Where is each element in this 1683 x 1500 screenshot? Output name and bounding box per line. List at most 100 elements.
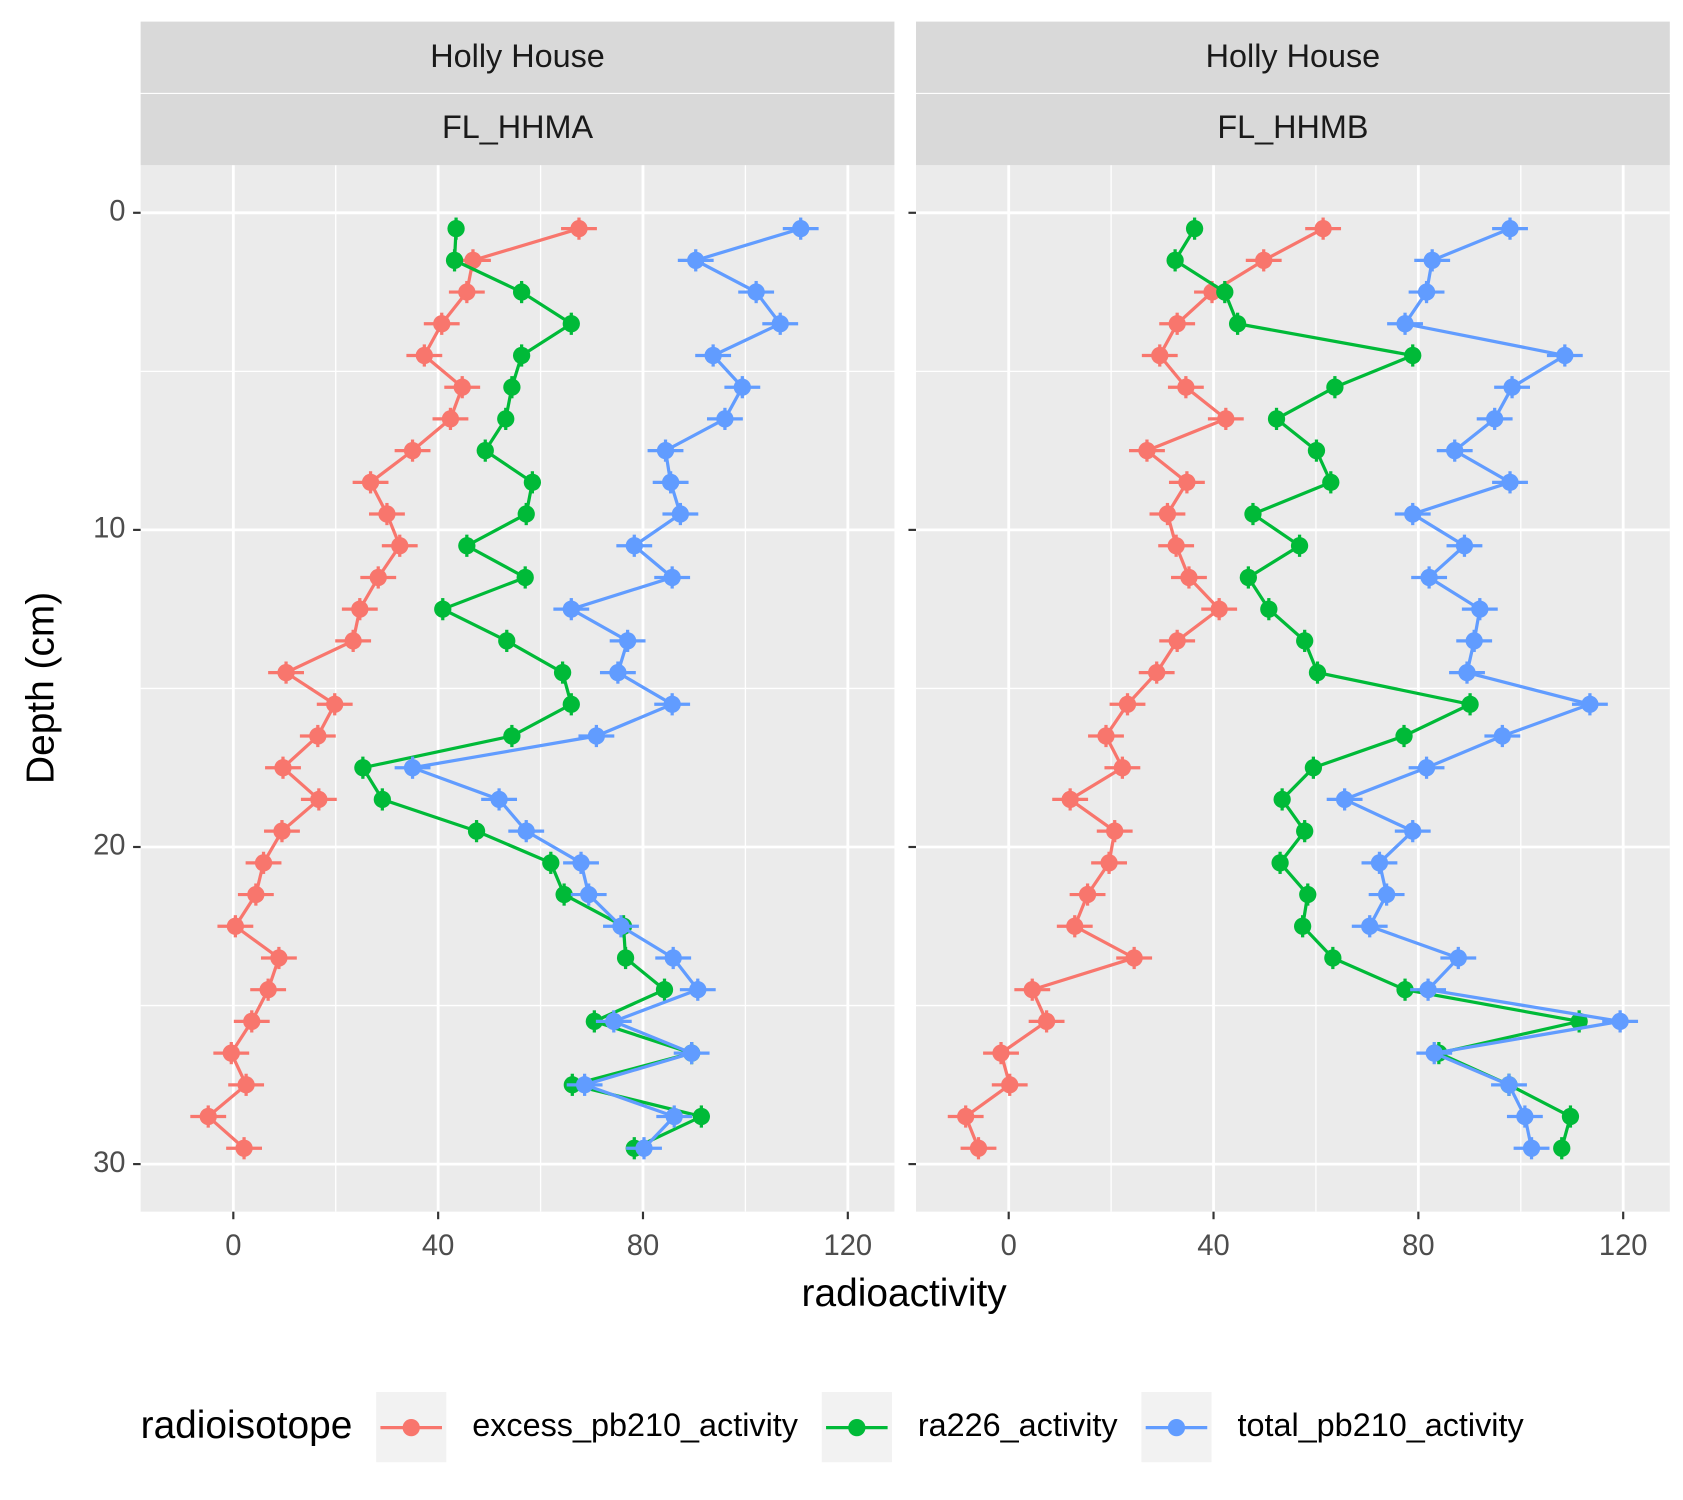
point [1166,251,1184,269]
point [689,981,707,999]
point [1420,568,1438,587]
point [1322,473,1340,491]
point [612,917,630,935]
point [445,251,464,269]
legend-key-point [1167,1419,1186,1437]
point [1228,315,1247,333]
point [1581,695,1599,713]
y-tick-label: 10 [93,513,125,545]
point [771,315,789,333]
point [415,346,433,365]
point [580,885,598,904]
point [1151,346,1169,365]
point [1267,410,1286,428]
point [1216,283,1234,301]
x-tick-label: 120 [824,1230,873,1262]
point [1290,537,1309,555]
point [1255,251,1273,269]
point [237,1076,255,1094]
point [354,759,372,777]
point [1419,981,1437,999]
point [542,854,560,872]
point [1037,1012,1056,1031]
point [1273,790,1291,809]
point [1061,790,1079,809]
point [1458,663,1476,682]
point [1449,949,1467,967]
point [655,981,674,999]
point [1396,315,1414,333]
point [1299,885,1317,904]
point [498,632,516,650]
point [1066,917,1084,935]
strip-label: Holly House [430,38,605,74]
point [1395,727,1413,745]
point [1370,854,1389,872]
point [434,600,452,618]
strip-background [916,21,1670,93]
point [616,949,635,967]
point [1493,727,1511,745]
point [1516,1107,1534,1126]
x-tick-label: 80 [1402,1230,1434,1262]
point [1271,854,1289,872]
point [476,441,494,460]
point [1113,759,1132,777]
strip-background [140,21,895,93]
point [687,251,705,269]
strip-background [140,93,895,166]
point [553,663,572,682]
point [433,315,451,333]
legend-label: total_pb210_activity [1237,1407,1524,1443]
point [523,473,542,491]
strip-label: FL_HHMB [1217,109,1368,145]
point [1471,600,1489,618]
strip-label: FL_HHMA [442,109,594,145]
point [235,1139,253,1157]
point [243,1012,261,1031]
point [1561,1107,1580,1126]
point [1239,568,1257,587]
x-tick-label: 120 [1599,1230,1648,1262]
point [247,885,265,904]
point [441,410,460,428]
point [1503,378,1521,396]
point [1167,537,1185,555]
point [453,378,471,396]
point [664,949,682,967]
legend-key-point [848,1419,866,1437]
point [1500,1076,1518,1094]
point [625,537,643,555]
point [692,1107,711,1126]
point [1361,917,1379,935]
legend-title: radioisotope [141,1404,353,1447]
point [309,727,327,745]
point [373,790,391,809]
point [570,220,588,238]
point [1425,1044,1443,1062]
point [512,283,531,301]
point [792,220,810,238]
point [344,632,362,650]
point [503,727,521,745]
point [1118,695,1137,713]
point [1404,346,1422,365]
point [1501,220,1519,238]
point [273,822,291,840]
point [361,473,380,491]
point [1078,885,1097,904]
point [671,505,690,523]
point [1296,822,1314,840]
point [391,537,409,555]
point [1335,790,1354,809]
point [1326,378,1344,396]
point [1138,441,1156,460]
point [274,759,292,777]
point [1217,410,1235,428]
y-axis-label: Depth (cm) [20,592,63,784]
point [458,537,476,555]
strip-background [916,93,1670,166]
point [663,695,681,713]
